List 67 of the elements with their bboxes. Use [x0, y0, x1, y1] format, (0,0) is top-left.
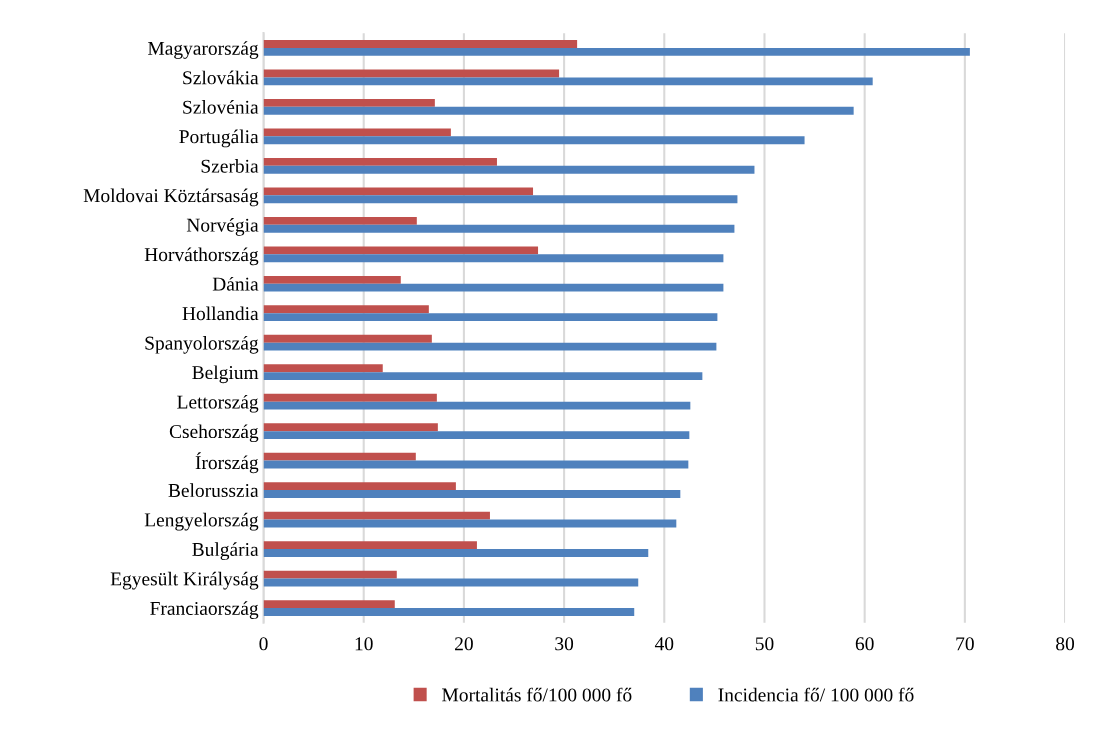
y-tick-label: Egyesült Királyság [110, 571, 259, 590]
y-tick-label: Spanyolország [145, 335, 259, 354]
bar [263, 334, 432, 343]
y-tick-label: Szerbia [201, 159, 259, 173]
bar [263, 452, 416, 461]
bar [263, 423, 438, 432]
bar [263, 401, 691, 410]
bar [263, 600, 395, 609]
y-tick-label: Belorusszia [168, 483, 259, 498]
y-tick-label: Csehország [169, 424, 259, 443]
x-tick-label: 60 [855, 637, 874, 651]
y-tick-label: Norvégia [186, 218, 259, 236]
bar [263, 136, 805, 145]
legend-label: Mortalitás fő/100 000 fő [442, 687, 632, 702]
bar [263, 608, 635, 616]
bar [263, 275, 401, 284]
bar [263, 541, 477, 550]
bar [263, 77, 873, 86]
y-tick-label: Magyarország [148, 41, 259, 59]
x-tick-label: 10 [355, 637, 373, 651]
bar [263, 187, 534, 196]
y-tick-label: Lettország [177, 394, 259, 413]
x-tick-label: 50 [755, 637, 774, 651]
bar [263, 313, 718, 322]
bar [263, 511, 490, 520]
bar [263, 305, 429, 314]
y-tick-label: Franciaország [150, 601, 259, 619]
bar [263, 482, 456, 491]
y-tick-label: Írország [195, 452, 259, 474]
bar [263, 393, 437, 402]
x-tick-label: 20 [455, 637, 473, 651]
y-tick-label: Bulgária [192, 542, 259, 561]
bar [263, 570, 397, 579]
bar [263, 364, 383, 373]
bar [263, 246, 539, 255]
bar [263, 216, 417, 225]
x-tick-label: 80 [1056, 637, 1075, 651]
bar [263, 549, 649, 557]
y-tick-label: Szlovénia [183, 100, 259, 114]
bar [263, 283, 724, 292]
bar [263, 157, 497, 166]
bar [263, 431, 690, 440]
y-tick-label: Portugália [179, 129, 259, 148]
y-tick-label: Moldovai Köztársaság [83, 188, 259, 207]
bar [263, 490, 681, 498]
x-tick-label: 0 [259, 637, 268, 651]
x-tick-label: 30 [555, 637, 574, 651]
legend-label: Incidencia fő/ 100 000 fő [718, 687, 914, 702]
bar [263, 195, 738, 204]
y-tick-label: Hollandia [182, 306, 259, 321]
y-tick-label: Horváthország [144, 247, 259, 266]
bar [263, 372, 703, 381]
x-tick-label: 70 [956, 637, 974, 651]
bar [263, 165, 755, 174]
bar [263, 99, 435, 107]
bar [263, 47, 970, 56]
y-tick-label: Lengyelország [144, 512, 259, 531]
bar [263, 106, 854, 115]
bar [263, 128, 451, 137]
y-tick-label: Belgium [192, 365, 259, 384]
bar [263, 40, 578, 48]
x-tick-label: 40 [654, 637, 674, 651]
bar [263, 254, 724, 263]
y-tick-label: Szlovákia [183, 70, 259, 85]
bar [263, 342, 717, 351]
bar [263, 224, 735, 233]
y-tick-label: Dánia [212, 276, 259, 291]
